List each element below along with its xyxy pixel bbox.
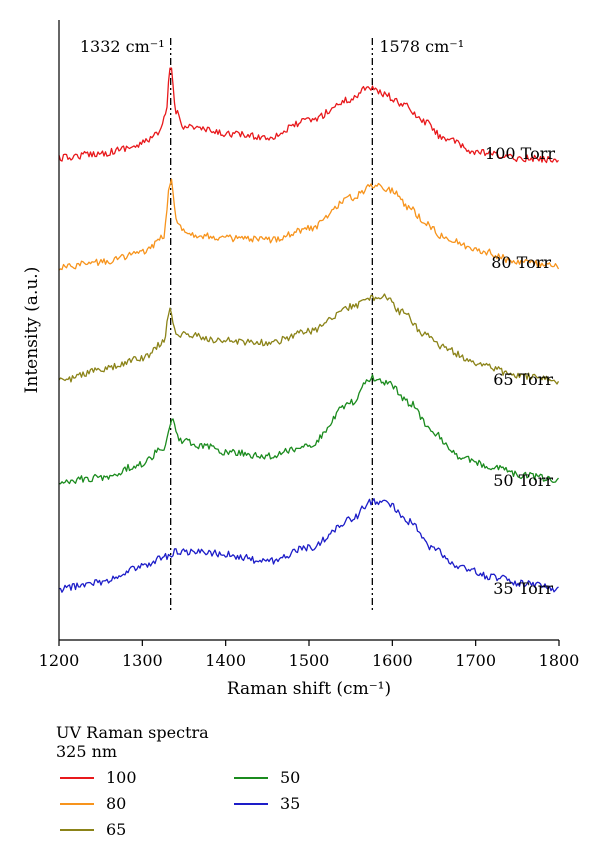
- x-tick-label-1300: 1300: [122, 651, 163, 670]
- legend-swatch-65: [60, 829, 94, 831]
- legend: UV Raman spectra 325 nm 100 80 65 50 35: [56, 724, 576, 860]
- x-ticks: 1200 1300 1400 1500 1600 1700 1800: [39, 640, 580, 670]
- reference-lines: 1332 cm⁻¹ 1578 cm⁻¹: [80, 37, 464, 612]
- spectrum-100: [58, 67, 559, 164]
- x-tick-label-1700: 1700: [455, 651, 496, 670]
- series-labels: 100 Torr 80 Torr 65 Torr 50 Torr 35 Torr: [485, 144, 555, 598]
- legend-label-80: 80: [106, 794, 127, 813]
- y-axis-label: Intensity (a.u.): [22, 267, 42, 394]
- legend-swatch-80: [60, 803, 94, 805]
- x-axis-label: Raman shift (cm⁻¹): [227, 679, 391, 699]
- spectrum-35: [58, 498, 559, 593]
- legend-label-50: 50: [280, 768, 301, 787]
- raman-chart: 1332 cm⁻¹ 1578 cm⁻¹ 100 Torr 80 Torr 65 Tor…: [22, 20, 580, 699]
- reference-label-1: 1332 cm⁻¹: [80, 37, 165, 56]
- series-label-80: 80 Torr: [491, 253, 551, 272]
- x-tick-label-1800: 1800: [539, 651, 580, 670]
- spectra-curves: [58, 67, 560, 593]
- series-label-65: 65 Torr: [493, 370, 553, 389]
- spectrum-65: [58, 293, 560, 385]
- legend-label-35: 35: [280, 794, 301, 813]
- reference-label-2: 1578 cm⁻¹: [379, 37, 464, 56]
- legend-subtitle: 325 nm: [56, 742, 118, 761]
- legend-label-65: 65: [106, 820, 127, 839]
- x-tick-label-1200: 1200: [39, 651, 80, 670]
- spectrum-50: [59, 374, 559, 485]
- x-tick-label-1500: 1500: [289, 651, 330, 670]
- spectrum-80: [58, 178, 560, 271]
- series-label-35: 35 Torr: [493, 579, 553, 598]
- x-tick-label-1400: 1400: [205, 651, 246, 670]
- series-label-50: 50 Torr: [493, 471, 553, 490]
- x-tick-label-1600: 1600: [372, 651, 413, 670]
- legend-swatch-50: [234, 777, 268, 779]
- legend-swatch-35: [234, 803, 268, 805]
- legend-label-100: 100: [106, 768, 137, 787]
- legend-swatch-100: [60, 777, 94, 779]
- legend-title: UV Raman spectra: [56, 723, 209, 742]
- series-label-100: 100 Torr: [485, 144, 555, 163]
